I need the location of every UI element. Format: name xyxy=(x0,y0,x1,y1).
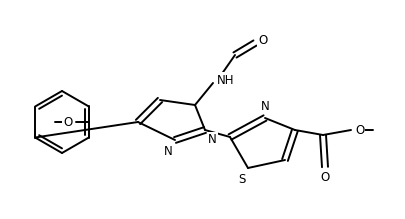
Text: O: O xyxy=(320,171,329,184)
Text: O: O xyxy=(257,35,266,48)
Text: NH: NH xyxy=(216,74,234,87)
Text: O: O xyxy=(354,124,363,136)
Text: N: N xyxy=(260,100,269,113)
Text: N: N xyxy=(207,133,216,146)
Text: N: N xyxy=(164,145,173,158)
Text: O: O xyxy=(64,115,72,129)
Text: S: S xyxy=(238,173,245,186)
